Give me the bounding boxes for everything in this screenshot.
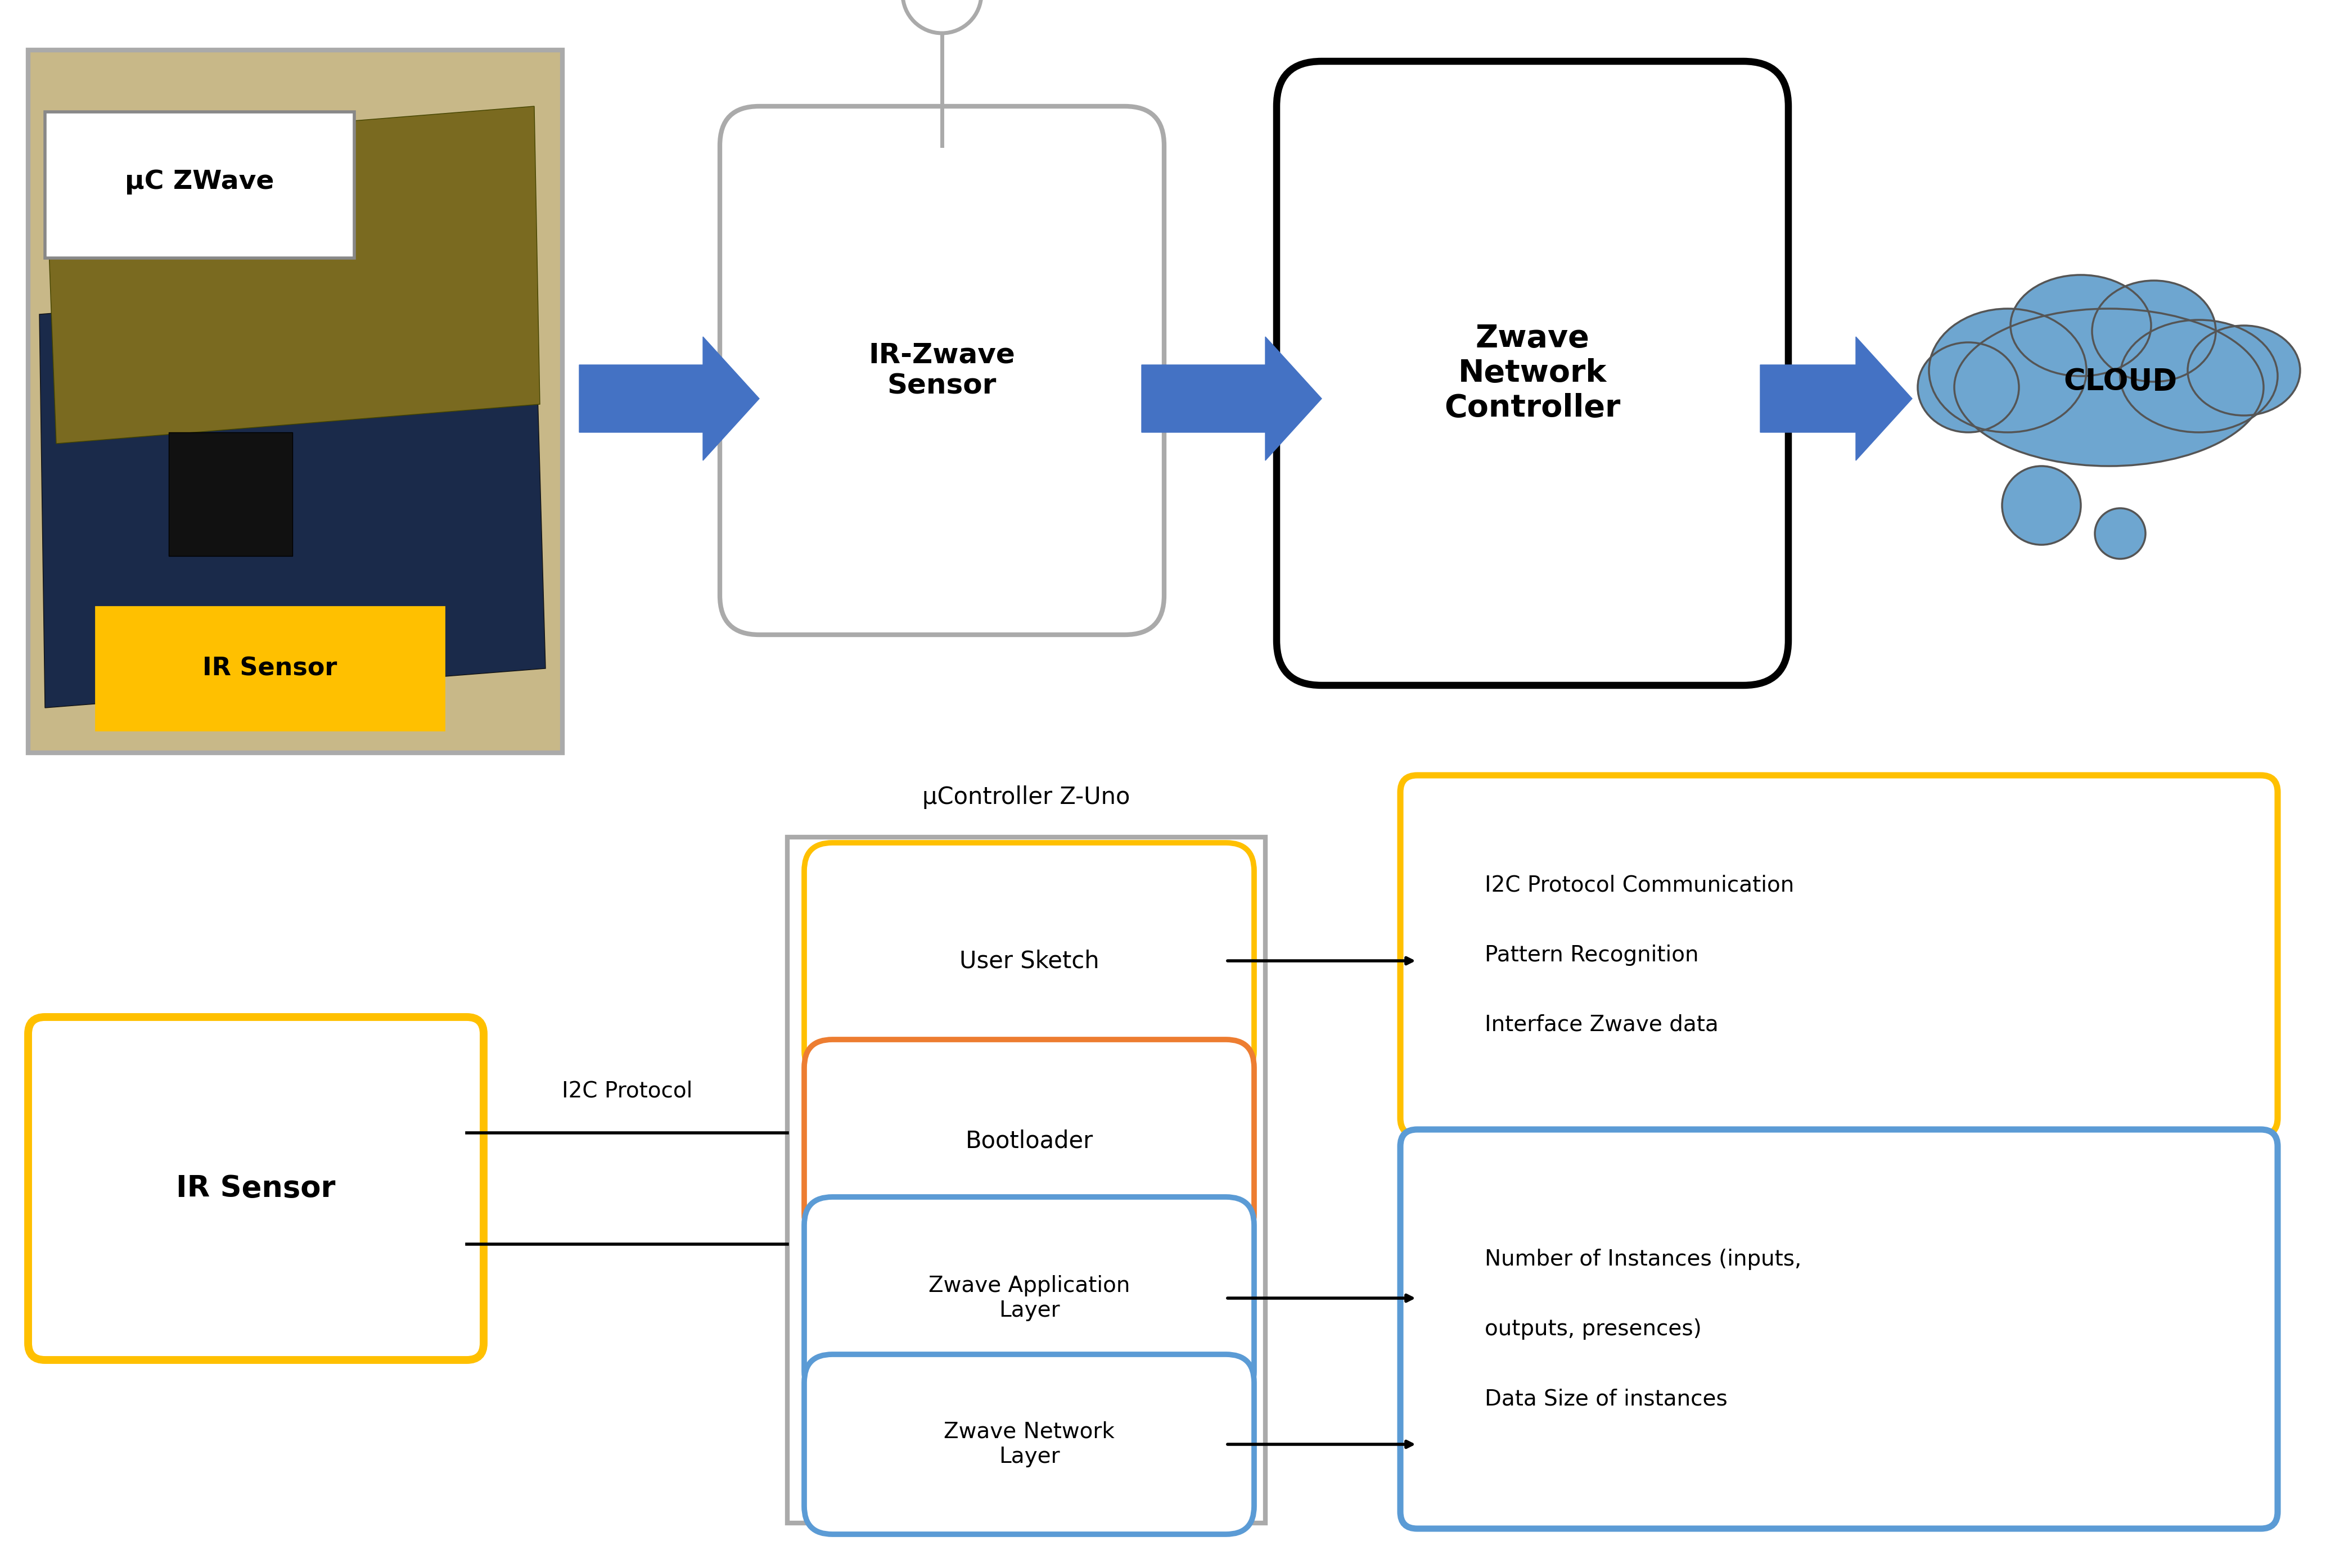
Ellipse shape	[2010, 274, 2152, 376]
FancyBboxPatch shape	[28, 1018, 484, 1359]
Polygon shape	[1142, 337, 1321, 461]
Ellipse shape	[1928, 309, 2086, 433]
Polygon shape	[1761, 337, 1912, 461]
Text: IR Sensor: IR Sensor	[177, 1174, 335, 1203]
Text: IR Sensor: IR Sensor	[202, 657, 337, 681]
Polygon shape	[579, 337, 758, 461]
Polygon shape	[44, 107, 540, 444]
FancyBboxPatch shape	[1277, 61, 1789, 685]
Bar	[786, 837, 1265, 1523]
FancyBboxPatch shape	[805, 1040, 1254, 1242]
Text: μC ZWave: μC ZWave	[126, 169, 274, 194]
Bar	[170, 433, 293, 557]
Bar	[44, 111, 354, 259]
FancyBboxPatch shape	[719, 107, 1163, 635]
Circle shape	[2096, 508, 2145, 558]
Text: Bootloader: Bootloader	[965, 1129, 1093, 1152]
Ellipse shape	[1954, 309, 2263, 466]
Ellipse shape	[2121, 320, 2277, 433]
Ellipse shape	[2189, 326, 2300, 416]
Ellipse shape	[1917, 342, 2019, 433]
Text: Zwave Application
Layer: Zwave Application Layer	[928, 1275, 1130, 1322]
FancyBboxPatch shape	[805, 1196, 1254, 1399]
Polygon shape	[40, 274, 547, 707]
FancyBboxPatch shape	[1400, 775, 2277, 1135]
FancyBboxPatch shape	[805, 1355, 1254, 1534]
Text: Zwave
Network
Controller: Zwave Network Controller	[1444, 323, 1621, 423]
Text: Number of Instances (inputs,

outputs, presences)

Data Size of instances: Number of Instances (inputs, outputs, pr…	[1484, 1248, 1800, 1410]
Text: I2C Protocol: I2C Protocol	[561, 1080, 693, 1102]
Text: IR-Zwave
Sensor: IR-Zwave Sensor	[868, 342, 1016, 400]
Text: CLOUD: CLOUD	[2063, 367, 2177, 397]
Circle shape	[2003, 466, 2082, 544]
FancyBboxPatch shape	[1400, 1129, 2277, 1529]
Text: User Sketch: User Sketch	[958, 949, 1100, 972]
Text: μController Z-Uno: μController Z-Uno	[923, 786, 1130, 809]
Text: I2C Protocol Communication

Pattern Recognition

Interface Zwave data: I2C Protocol Communication Pattern Recog…	[1484, 875, 1793, 1035]
FancyBboxPatch shape	[805, 842, 1254, 1079]
Text: Zwave Network
Layer: Zwave Network Layer	[944, 1421, 1114, 1468]
Bar	[28, 50, 563, 753]
Ellipse shape	[2091, 281, 2217, 381]
Bar	[95, 607, 444, 731]
Circle shape	[902, 0, 982, 33]
